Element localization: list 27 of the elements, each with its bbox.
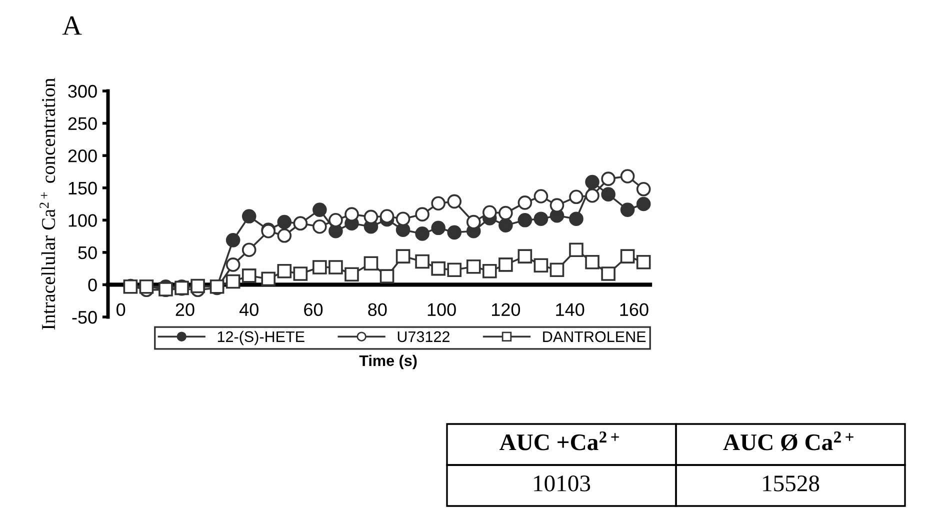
legend-label: 12-(S)-HETE <box>218 330 304 346</box>
x-tick-label: 140 <box>556 303 584 316</box>
y-tick-label: 300 <box>68 84 97 98</box>
y-tick-label: -50 <box>72 310 97 324</box>
y-tick-label: 0 <box>88 278 97 292</box>
text: 10103 <box>534 475 590 492</box>
x-tick-label: 100 <box>428 303 456 316</box>
legend-label: DANTROLENE <box>543 331 646 342</box>
y-axis-title: Intracellular Ca$^{2+}$ concentration <box>40 78 56 330</box>
text: AUC Ø Ca$^{2+}$ <box>723 432 854 451</box>
y-tick-label: 150 <box>68 182 97 195</box>
x-tick-label: 60 <box>304 303 323 316</box>
x-tick-label: 80 <box>368 303 387 316</box>
x-tick-label: 0 <box>116 303 126 316</box>
chart-title: A <box>62 16 82 35</box>
text: 15528 <box>763 475 820 492</box>
y-tick-label: 250 <box>68 117 97 130</box>
y-tick-label: 100 <box>68 214 97 227</box>
x-axis-title: Time (s) <box>359 354 417 370</box>
legend-label: U73122 <box>398 331 450 342</box>
y-tick-label: 200 <box>68 150 97 162</box>
y-tick-label: 50 <box>78 246 97 260</box>
x-tick-label: 120 <box>492 303 520 316</box>
x-tick-label: 160 <box>620 303 648 316</box>
x-tick-label: 40 <box>239 303 258 316</box>
x-tick-label: 20 <box>176 303 194 316</box>
text: AUC +Ca$^{2+}$ <box>500 432 619 450</box>
